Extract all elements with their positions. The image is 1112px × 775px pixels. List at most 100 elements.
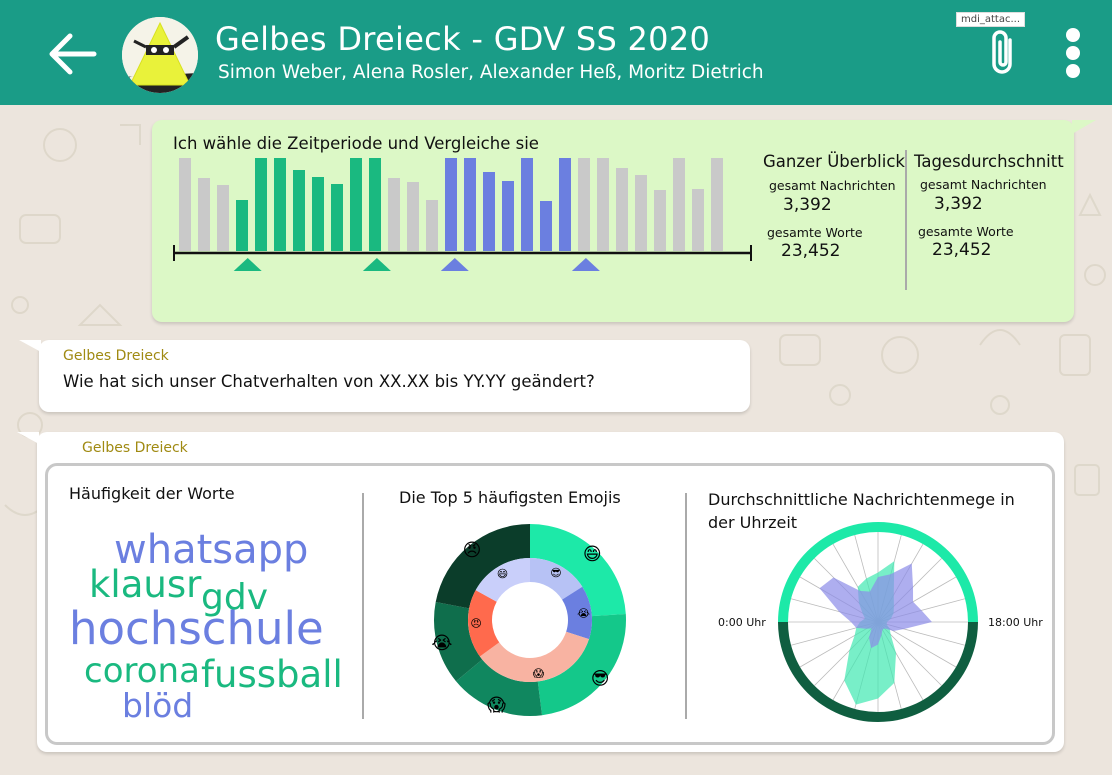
timeline-bar[interactable] [407,182,419,251]
yellow-triangle-icon [122,17,198,93]
overview-words-value: 23,452 [781,241,841,261]
timeline-bar[interactable] [635,175,647,251]
timeline-bar[interactable] [654,190,666,251]
timeline-bar[interactable] [521,158,533,251]
cloud-word[interactable]: gdv [201,577,269,618]
timeline-bar[interactable] [559,158,571,251]
overview-messages-value: 3,392 [783,195,832,215]
timeline-bar[interactable] [692,189,704,251]
emoji-label: 😱 [533,667,545,680]
timeline-bar[interactable] [179,158,191,251]
panel-divider [362,493,364,719]
timeline-bar[interactable] [673,158,685,251]
timeline-bar[interactable] [578,158,590,251]
emoji-label: 😎 [591,668,610,689]
inner-segment[interactable] [475,558,530,602]
outer-segment[interactable] [530,524,626,617]
cloud-word[interactable]: whatsapp [114,527,309,573]
emoji-chart-title: Die Top 5 häufigsten Emojis [399,488,621,507]
emoji-label: 😠 [470,617,481,630]
back-arrow-icon[interactable] [48,30,98,78]
daily-messages-value: 3,392 [934,194,983,214]
timeline-bar[interactable] [350,158,362,251]
radar-ring-day [778,522,978,622]
outer-segment[interactable] [435,524,530,609]
emoji-label: 😭 [577,607,590,620]
outgoing-message-timeline: Ich wähle die Zeitperiode und Vergleiche… [152,120,1096,322]
timeline-bar[interactable] [312,177,324,251]
range-handle[interactable] [362,258,391,271]
more-vert-icon[interactable] [1062,28,1084,80]
timeline-bar[interactable] [274,158,286,251]
timeline-bar[interactable] [388,178,400,251]
paperclip-icon[interactable] [986,28,1020,78]
chat-header: Gelbes Dreieck - GDV SS 2020 Simon Weber… [0,0,1112,105]
daily-messages-label: gesamt Nachrichten [920,177,1047,192]
cloud-word[interactable]: klausr [89,563,202,606]
sender-name: Gelbes Dreieck [63,348,169,364]
emoji-label: 😄 [497,567,508,580]
timeline-bar[interactable] [597,158,609,251]
chat-title: Gelbes Dreieck - GDV SS 2020 [215,20,711,58]
chat-participants: Simon Weber, Alena Rosler, Alexander Heß… [218,62,764,83]
daily-title: Tagesdurchschnitt [914,152,1064,171]
inner-segment[interactable] [479,631,589,682]
range-handle[interactable] [571,258,600,271]
emoji-label: 😱 [487,695,506,716]
timeline-bar[interactable] [369,158,381,251]
sender-name: Gelbes Dreieck [82,440,188,456]
timeline-bar-chart[interactable] [169,158,759,318]
cloud-word[interactable]: corona [84,651,200,691]
inner-segment[interactable] [562,586,592,640]
range-handle[interactable] [233,258,262,271]
timeline-bar[interactable] [217,185,229,251]
cloud-word[interactable]: fussball [201,653,343,696]
chat-wallpaper [4,124,1106,516]
timeline-bar[interactable] [293,170,305,251]
overview-words-label: gesamte Worte [767,225,863,240]
emoji-label: 😄 [583,544,602,565]
timeline-bar[interactable] [331,184,343,251]
timeline-bar[interactable] [502,181,514,251]
wordcloud-title: Häufigkeit der Worte [69,484,235,503]
donut-hole [493,583,567,657]
emoji-label: 😭 [432,633,452,654]
stats-divider [905,150,907,290]
radar-right-label: 18:00 Uhr [988,616,1043,629]
daily-words-label: gesamte Worte [918,224,1014,239]
timeline-bar[interactable] [540,201,552,251]
emoji-label: 😎 [550,567,561,580]
outer-segment[interactable] [537,613,626,716]
dashboard-card: Häufigkeit der Worte whatsapp klausr gdv… [45,463,1055,745]
timeline-bar[interactable] [464,158,476,251]
cloud-word[interactable]: blöd [122,686,194,725]
timeline-bar[interactable] [711,158,723,251]
radial-hour-chart[interactable] [778,522,978,722]
timeline-bar[interactable] [616,168,628,251]
timeline-bar[interactable] [236,200,248,251]
radar-left-label: 0:00 Uhr [718,616,766,629]
timeline-heading: Ich wähle die Zeitperiode und Vergleiche… [173,134,539,153]
overview-messages-label: gesamt Nachrichten [769,178,896,193]
emoji-donut-chart[interactable]: 😄 😎 😱 😭 😠 😎 😭 😱 😠 😄 [432,522,628,718]
timeline-bar[interactable] [255,158,267,251]
outer-segment[interactable] [456,659,543,716]
cloud-word[interactable]: hochschule [69,602,324,655]
inner-segment[interactable] [468,590,500,657]
timeline-bar[interactable] [445,158,457,251]
overview-title: Ganzer Überblick [763,152,905,171]
timeline-bar[interactable] [426,200,438,251]
panel-divider [685,493,687,719]
outer-segment[interactable] [434,602,483,682]
group-avatar[interactable] [122,17,198,93]
timeline-bar[interactable] [198,178,210,251]
radar-ring-night [778,622,978,722]
range-handle[interactable] [440,258,469,271]
timeline-bar[interactable] [483,172,495,251]
radar-title: Durchschnittliche Nachrichtenmege in der… [708,490,1015,532]
radar-series-blue[interactable] [819,563,932,649]
emoji-label: 😠 [463,540,482,561]
message-text: Wie hat sich unser Chatverhalten von XX.… [63,372,595,391]
incoming-message-dashboard: Gelbes Dreieck Häufigkeit der Worte what… [17,432,1064,752]
inner-segment[interactable] [530,558,583,600]
